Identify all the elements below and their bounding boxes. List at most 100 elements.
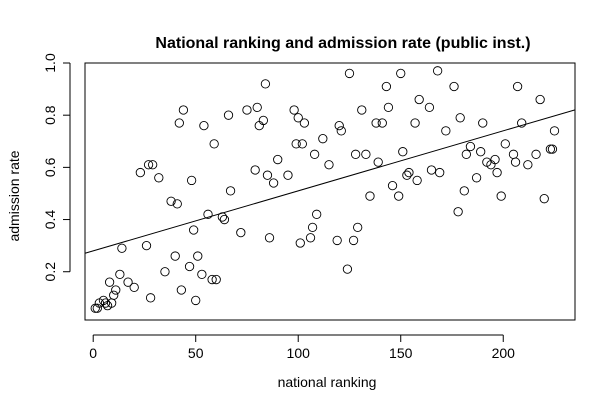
data-point [453,207,463,217]
data-point [305,233,316,243]
data-point [394,191,404,201]
data-point [371,118,381,128]
data-point [166,196,176,206]
data-point [531,149,541,159]
data-point [283,170,293,180]
data-point [478,118,488,128]
data-point [111,285,121,295]
data-point [381,81,392,92]
data-point [223,110,234,120]
data-point [348,235,359,246]
x-axis-label: national ranking [278,374,377,390]
data-point [500,139,510,149]
data-point [412,175,422,186]
data-point [207,274,217,285]
data-point [496,191,506,201]
data-point [410,118,420,128]
trend-line [84,109,576,254]
x-tick-label: 100 [287,345,311,361]
data-point [209,139,219,149]
data-point [258,115,269,126]
data-point [373,157,383,167]
data-point [135,167,146,178]
data-point [197,269,207,279]
y-tick-label: 0.2 [42,262,58,282]
chart-title: National ranking and admission rate (pub… [155,35,530,52]
data-point [309,149,320,159]
x-tick-label: 0 [89,345,97,361]
data-point [262,170,273,180]
data-point [344,68,355,79]
x-tick-label: 50 [188,345,204,361]
data-point [435,167,445,178]
data-point [191,295,201,306]
data-point [242,105,252,115]
data-point [123,277,133,287]
data-point [273,154,283,165]
data-point [459,186,469,196]
data-point [510,157,521,167]
y-axis: 0.2 0.4 0.6 0.8 1.0 [42,53,71,282]
x-axis: 0 50 100 150 200 [89,334,516,361]
data-point [297,139,307,149]
data-point [426,165,437,175]
data-point [539,194,549,204]
data-point [160,267,170,277]
data-point [254,120,264,131]
data-point [291,139,301,149]
data-point [178,105,189,115]
data-point [186,175,197,186]
data-point [432,66,443,76]
data-point [465,141,476,152]
data-point [170,251,180,261]
data-point [535,94,545,105]
data-point [547,144,558,154]
data-point [449,81,459,92]
data-point [189,225,199,235]
data-point [236,227,246,238]
data-point [199,120,209,131]
y-tick-label: 0.6 [42,157,58,177]
data-point [324,160,334,170]
data-point [176,285,187,295]
data-point [219,214,230,225]
data-point [145,293,156,303]
data-point [260,79,271,89]
data-point [461,149,471,159]
data-point [172,199,182,209]
data-point [117,243,127,253]
data-point [387,180,398,191]
data-point [414,94,424,105]
data-point [361,149,371,159]
data-point [289,105,299,115]
data-point [211,274,221,285]
data-point [100,298,111,308]
data-point [184,261,195,272]
data-point [424,102,435,113]
data-point [492,167,502,178]
data-point [203,209,213,219]
data-point [92,303,102,313]
data-point [455,113,465,123]
data-point [250,165,260,175]
data-point [143,160,154,170]
data-point [350,149,361,159]
data-point [353,222,363,233]
data-point [312,209,322,219]
data-point [396,68,406,79]
data-point [549,126,560,136]
data-point [193,251,203,261]
data-point [398,147,408,157]
x-tick-label: 200 [492,345,516,361]
data-point [523,160,533,170]
data-point [252,102,262,113]
y-axis-label: admission rate [6,150,22,241]
data-point [293,113,303,123]
plot-frame [84,62,576,321]
data-point [404,167,414,178]
data-point [334,120,344,131]
data-points [90,66,560,313]
data-point [148,160,158,170]
data-point [307,222,318,233]
